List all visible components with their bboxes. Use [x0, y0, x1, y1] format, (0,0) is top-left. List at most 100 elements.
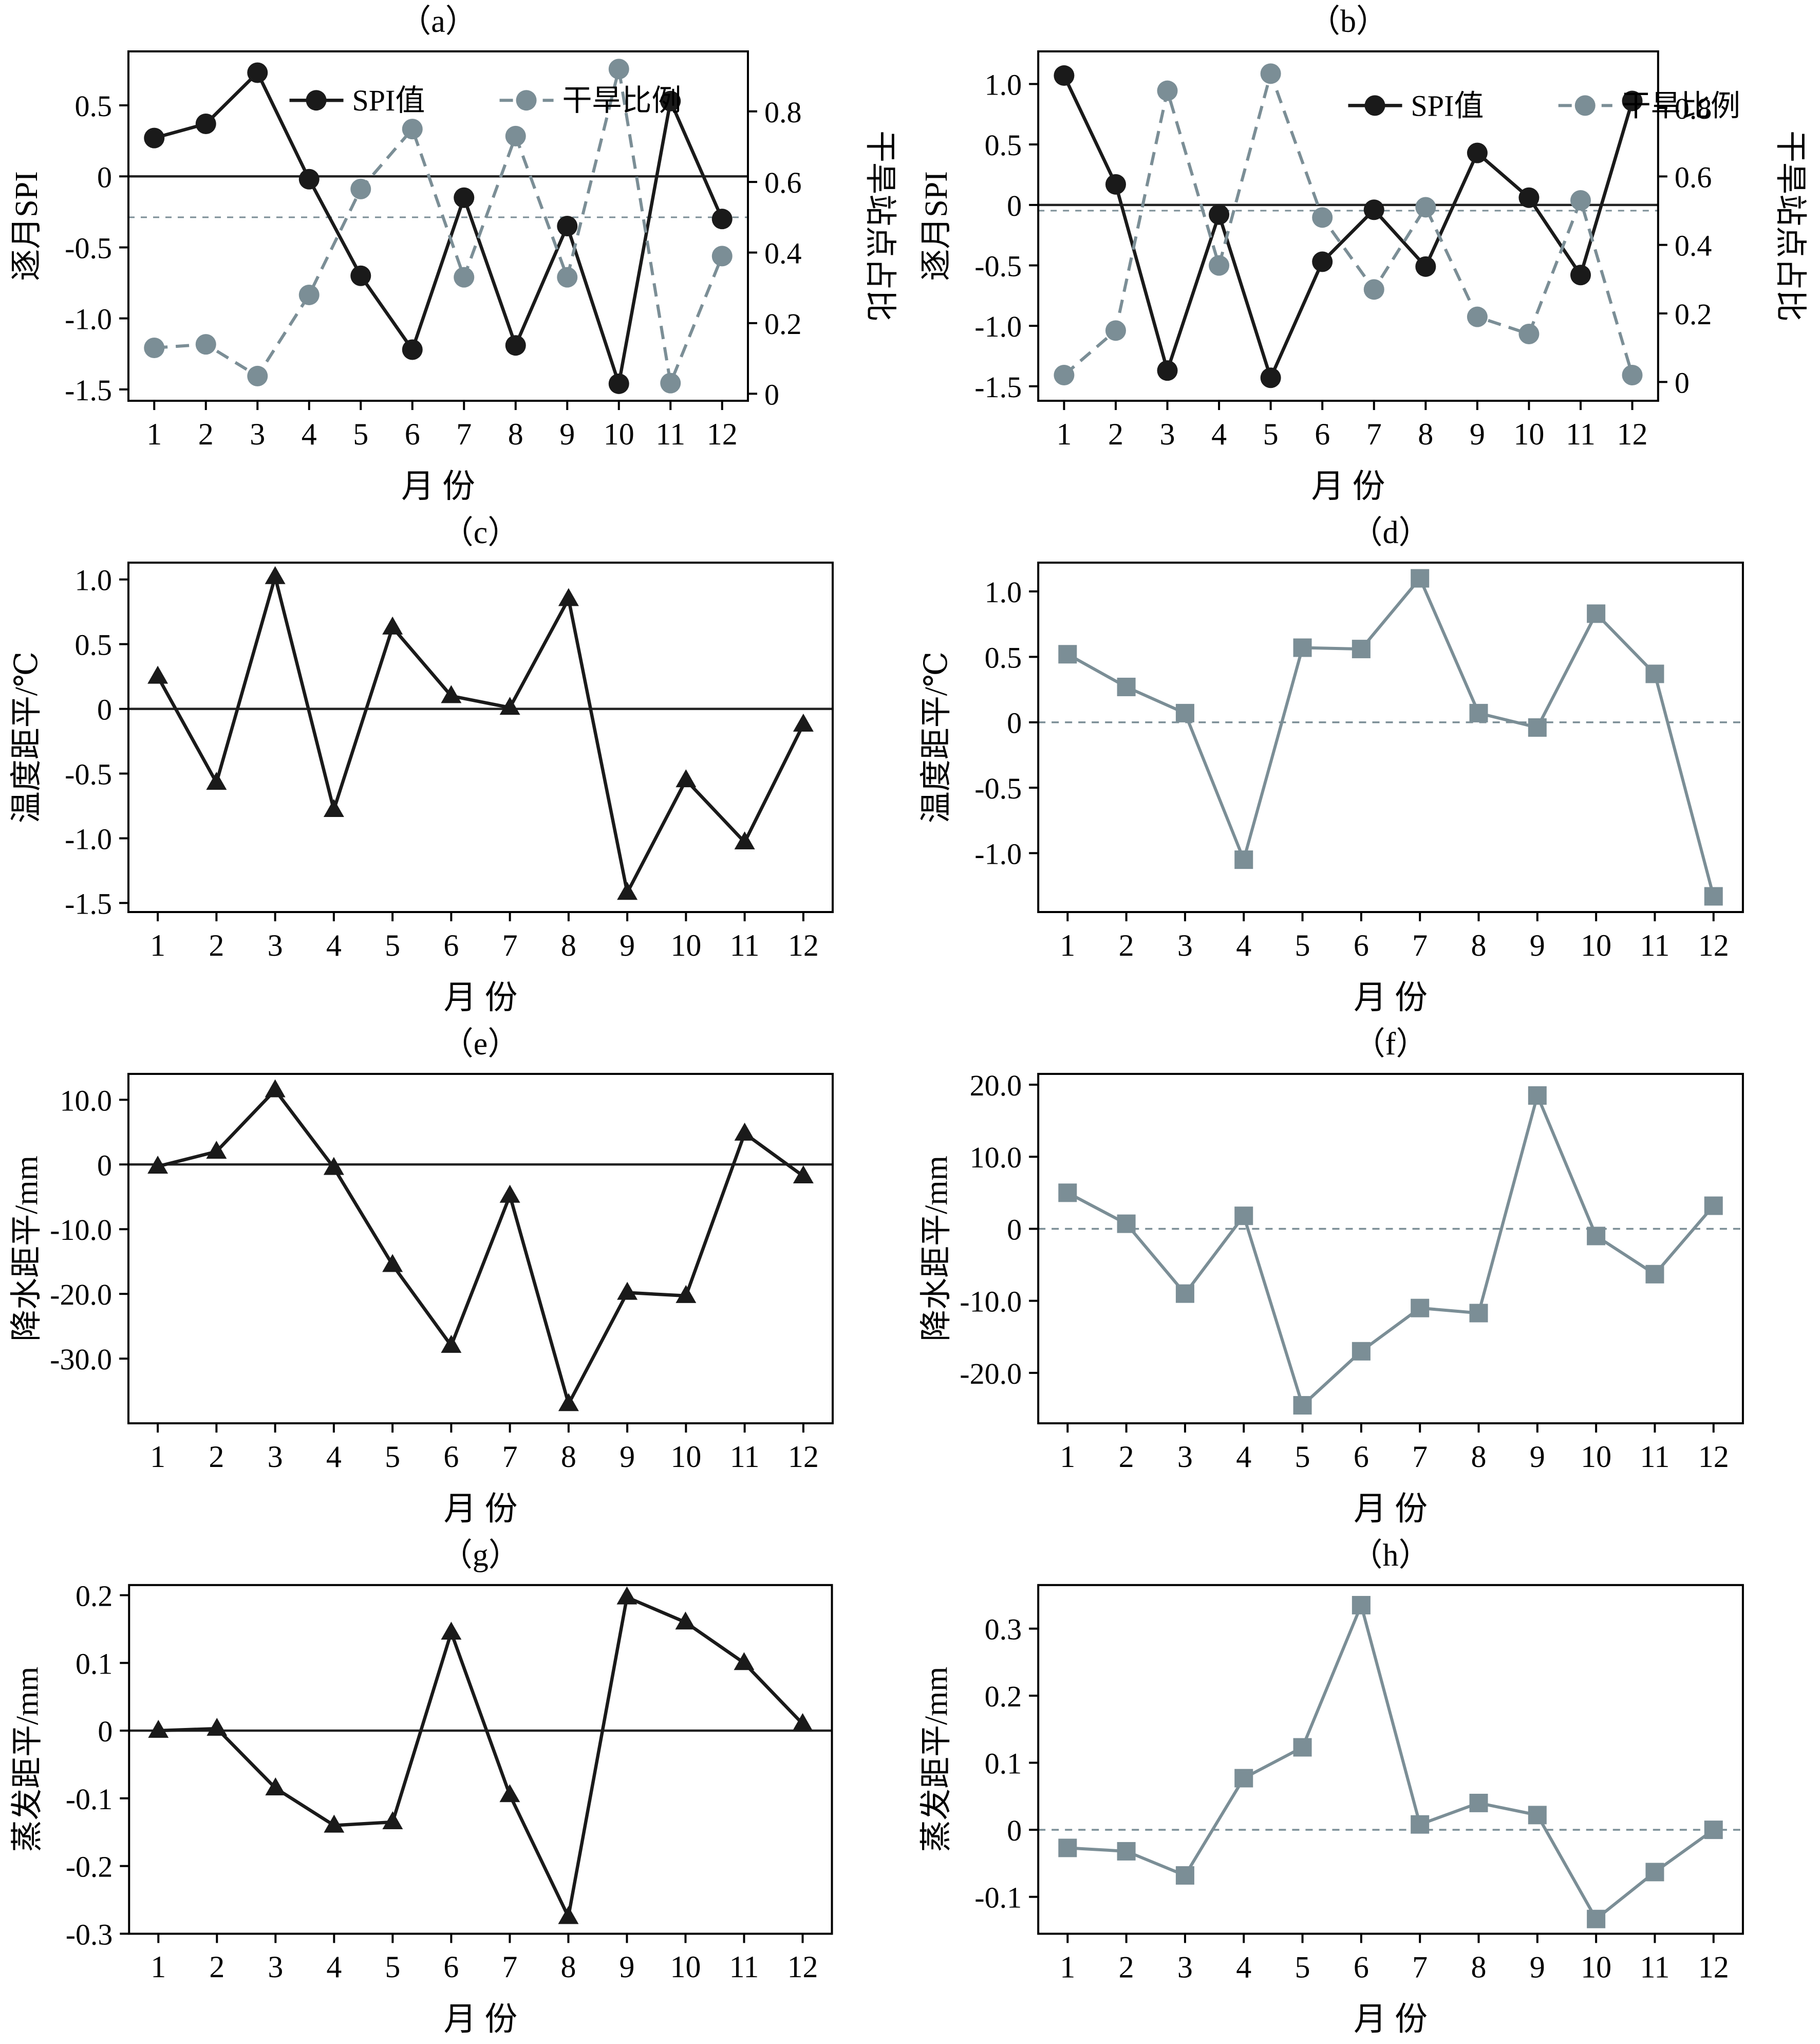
- x-tick-label: 12: [707, 417, 738, 451]
- y-tick-label: 0.5: [985, 128, 1022, 162]
- data-point-marker: [557, 267, 578, 288]
- y-tick-label: -0.1: [66, 1782, 113, 1816]
- x-tick-label: 1: [1060, 928, 1075, 962]
- data-point-marker: [382, 1811, 403, 1829]
- x-tick-label: 4: [302, 417, 317, 451]
- x-tick-label: 2: [209, 1950, 224, 1984]
- plot-box: [1037, 1584, 1744, 1935]
- x-tick-label: 11: [1640, 928, 1670, 962]
- data-point-marker: [1105, 320, 1126, 341]
- panel-title-c: （c）: [442, 515, 520, 550]
- y-tick-label-right: 0.6: [1675, 160, 1712, 194]
- y-axis-label: 温度距平/℃: [919, 652, 954, 823]
- data-point-marker: [454, 267, 475, 288]
- chart-b: 1 2 3 4 5 6 7 8 9 10 11 12月 份1.00.50-0.5-1.0-1.5逐月S…: [919, 4, 1808, 505]
- panel-title-b: （b）: [1308, 4, 1388, 39]
- x-tick-label: 11: [1640, 1440, 1670, 1474]
- data-point-marker: [505, 335, 526, 356]
- x-tick-label: 8: [1471, 1440, 1486, 1474]
- x-tick-label: 7: [502, 928, 518, 962]
- data-point-marker: [265, 566, 286, 584]
- x-tick-label: 4: [1211, 417, 1227, 451]
- panel-title-d: （d）: [1350, 515, 1430, 550]
- x-axis-label: 月 份: [1311, 468, 1385, 505]
- x-tick-label: 11: [730, 928, 760, 962]
- data-point-marker: [505, 125, 526, 146]
- data-point-marker: [195, 113, 216, 134]
- data-point-marker: [1234, 1769, 1253, 1788]
- data-point-marker: [1117, 677, 1136, 696]
- x-tick-label: 7: [1412, 1950, 1428, 1984]
- series-line-main: [157, 1087, 804, 1408]
- x-axis-label: 月 份: [1354, 979, 1428, 1016]
- data-point-marker: [1467, 306, 1488, 327]
- chart-d: 1 2 3 4 5 6 7 8 9 10 11 12月 份1.00.50-0.5-1.0温度距平/℃（…: [919, 515, 1744, 1016]
- data-point-marker: [441, 1622, 462, 1640]
- x-tick-label: 4: [326, 928, 342, 962]
- legend-spi-marker: [306, 90, 327, 111]
- data-point-marker: [1587, 604, 1606, 623]
- data-point-marker: [1645, 1863, 1664, 1882]
- data-point-marker: [1528, 1806, 1547, 1825]
- data-point-marker: [558, 588, 579, 606]
- data-point-marker: [1704, 887, 1723, 906]
- y-tick-label: -30.0: [50, 1343, 112, 1376]
- data-point-marker: [617, 1281, 638, 1300]
- data-point-marker: [1587, 1909, 1606, 1928]
- y-tick-label: 0.5: [75, 628, 112, 662]
- x-tick-label: 5: [1295, 1950, 1310, 1984]
- x-tick-label: 1: [150, 1440, 165, 1474]
- data-point-marker: [1645, 1265, 1664, 1284]
- y-tick-label: -10.0: [50, 1213, 112, 1247]
- data-point-marker: [711, 246, 733, 267]
- data-point-marker: [1645, 664, 1664, 683]
- panel-c: 1 2 3 4 5 6 7 8 9 10 11 12 月 份 1.0 0.5 0 -0.5 -1.0 -1.5 温度距…: [0, 511, 910, 1023]
- y-axis-label-right: 干旱站点占比: [1773, 131, 1808, 322]
- data-point-marker: [1587, 1227, 1606, 1246]
- x-tick-label: 3: [1177, 1950, 1193, 1984]
- y-tick-label: -1.0: [65, 303, 112, 336]
- data-point-marker: [1175, 1866, 1194, 1885]
- chart-g: 1 2 3 4 5 6 7 8 9 10 11 12月 份0.20.10-0.1-0.2-0.3蒸发距…: [10, 1538, 833, 2037]
- data-point-marker: [1352, 1595, 1371, 1614]
- y-tick-label: 0.2: [985, 1680, 1022, 1713]
- y-tick-label: 1.0: [75, 564, 112, 597]
- x-tick-label: 10: [670, 1440, 701, 1474]
- chart-a: 1 2 3 4 5 6 7 8 9 10 11 12月 份0.50-0.5-1.0-1.5逐月SPI0…: [9, 4, 897, 505]
- data-point-marker: [711, 209, 733, 230]
- x-tick-label: 2: [198, 417, 214, 451]
- y-tick-label: 1.0: [985, 575, 1022, 609]
- x-tick-label: 5: [385, 928, 400, 962]
- x-tick-label: 7: [456, 417, 472, 451]
- x-tick-label: 3: [268, 1440, 283, 1474]
- data-point-marker: [558, 1393, 579, 1411]
- y-tick-label: 1.0: [985, 68, 1022, 102]
- y-tick-label: -10.0: [960, 1285, 1022, 1318]
- data-point-marker: [1363, 279, 1384, 300]
- data-point-marker: [1293, 638, 1312, 657]
- x-tick-label: 5: [385, 1440, 400, 1474]
- x-tick-label: 9: [619, 1950, 634, 1984]
- x-tick-label: 7: [502, 1440, 518, 1474]
- data-point-marker: [499, 697, 520, 715]
- data-point-marker: [1704, 1196, 1723, 1215]
- data-point-marker: [324, 1814, 345, 1833]
- x-tick-label: 12: [787, 1950, 818, 1984]
- panel-title-a: （a）: [399, 4, 477, 39]
- y-tick-label: 0.2: [76, 1580, 112, 1613]
- x-tick-label: 12: [1698, 928, 1729, 962]
- data-point-marker: [793, 713, 814, 732]
- y-tick-label: 20.0: [970, 1069, 1022, 1102]
- data-point-marker: [1157, 360, 1178, 381]
- panel-title-g: （g）: [441, 1538, 520, 1573]
- data-point-marker: [1312, 251, 1333, 272]
- x-axis-label: 月 份: [1354, 1491, 1428, 1527]
- x-tick-label: 8: [560, 1950, 576, 1984]
- data-point-marker: [1260, 63, 1281, 84]
- data-point-marker: [1570, 190, 1591, 211]
- series-line-main: [1062, 75, 1634, 383]
- legend-drought-label: 干旱比例: [562, 84, 682, 117]
- x-tick-label: 10: [670, 928, 701, 962]
- x-tick-label: 5: [1295, 1440, 1310, 1474]
- y-axis-label: 蒸发距平/mm: [10, 1667, 45, 1852]
